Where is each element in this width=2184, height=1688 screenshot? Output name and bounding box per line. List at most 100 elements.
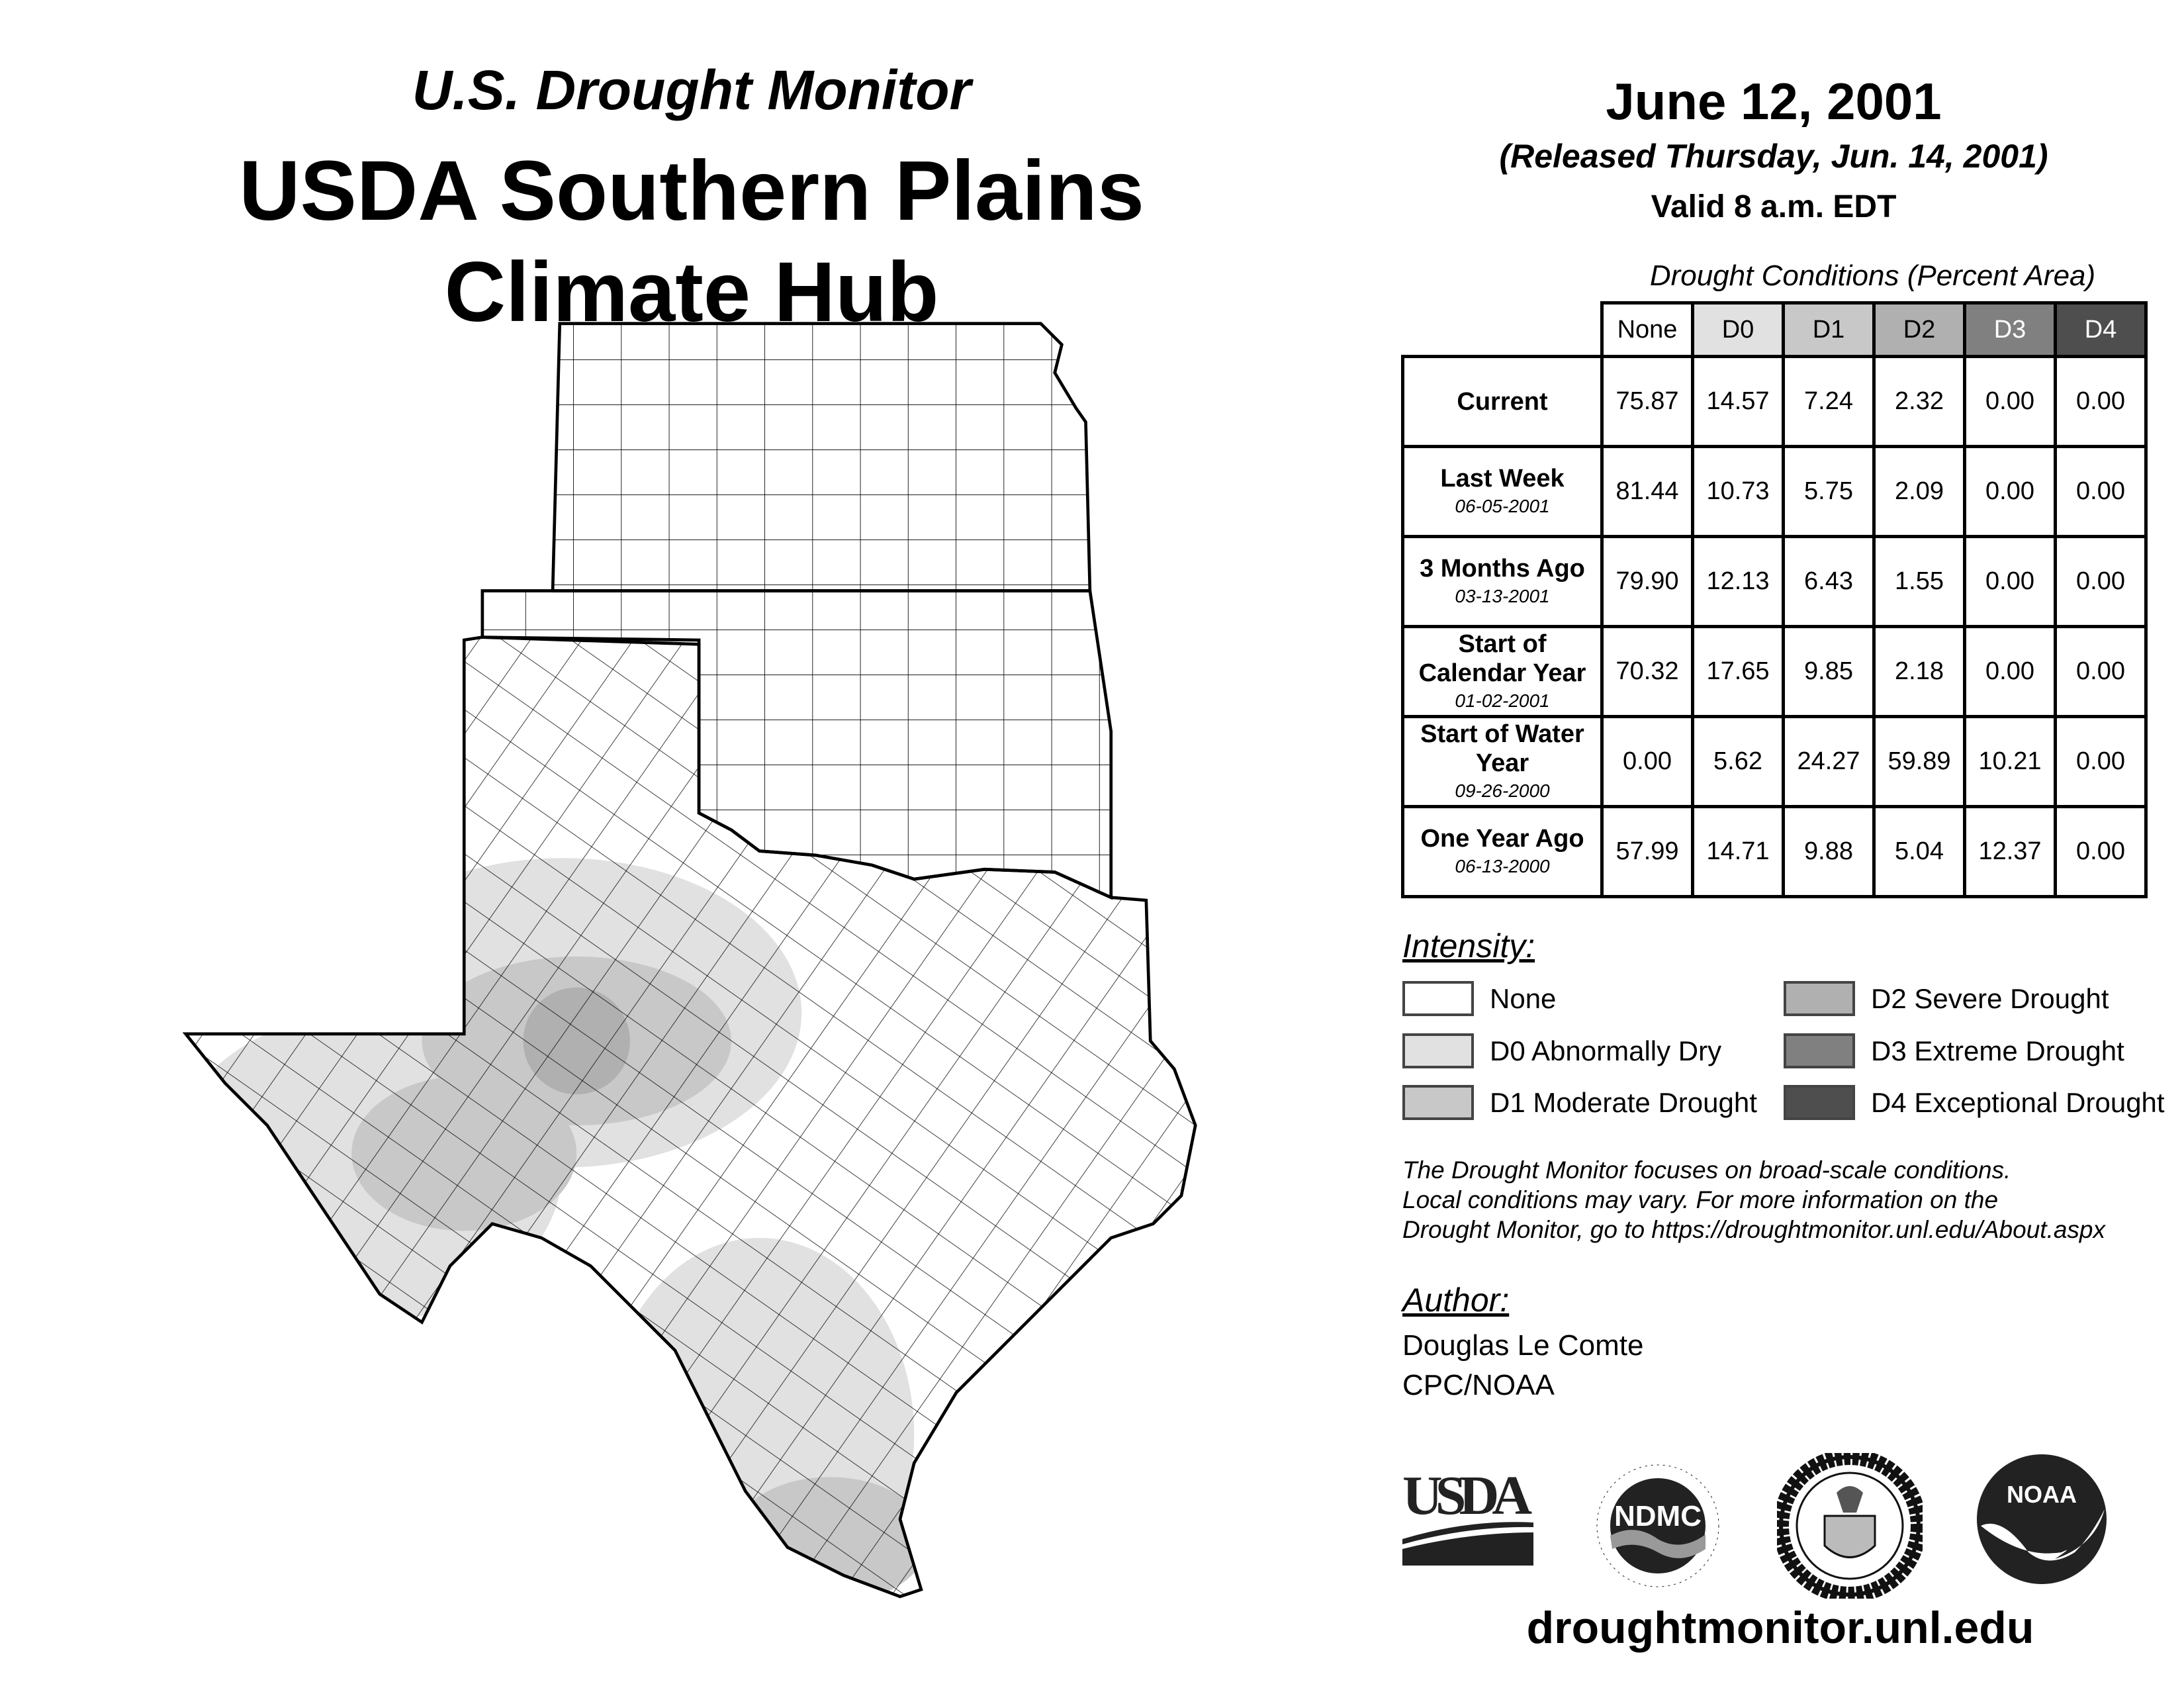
row-label-text: 3 Months Ago: [1420, 554, 1585, 583]
legend-swatch: [1784, 1085, 1855, 1120]
commerce-seal: [1777, 1453, 1923, 1599]
author-org: CPC/NOAA: [1402, 1369, 1555, 1401]
cell-d1: 5.75: [1782, 445, 1876, 538]
cell-d4: 0.00: [2054, 535, 2148, 628]
table-caption: Drought Conditions (Percent Area): [1649, 259, 2096, 292]
legend-label: D4 Exceptional Drought: [1871, 1086, 2165, 1118]
cell-none: 70.32: [1600, 625, 1694, 718]
row-label: Start of Calendar Year 01-02-2001: [1401, 625, 1604, 718]
svg-text:NDMC: NDMC: [1614, 1500, 1702, 1532]
usda-logo: USDA: [1402, 1466, 1533, 1566]
row-date: 06-13-2000: [1455, 855, 1550, 876]
cell-d0: 14.57: [1691, 355, 1785, 448]
cell-d1: 7.24: [1782, 355, 1876, 448]
svg-text:NOAA: NOAA: [2007, 1481, 2077, 1508]
cell-d0: 17.65: [1691, 625, 1785, 718]
row-date: 06-05-2001: [1455, 495, 1550, 516]
cell-none: 0.00: [1600, 715, 1694, 808]
cell-d4: 0.00: [2054, 715, 2148, 808]
legend-swatch: [1784, 981, 1855, 1016]
header-blank: [1402, 303, 1602, 358]
header-d1: D1: [1782, 301, 1876, 358]
row-label-text: Last Week: [1440, 464, 1565, 492]
row-date: 03-13-2001: [1455, 585, 1550, 606]
legend-title: Intensity:: [1402, 927, 1535, 964]
cell-d3: 0.00: [1963, 445, 2057, 538]
header-none: None: [1600, 301, 1694, 358]
row-label: Current: [1401, 355, 1604, 448]
cell-none: 81.44: [1600, 445, 1694, 538]
cell-d4: 0.00: [2054, 355, 2148, 448]
row-label: 3 Months Ago 03-13-2001: [1401, 535, 1604, 628]
cell-none: 57.99: [1600, 805, 1694, 898]
table-row: One Year Ago 06-13-2000 57.99 14.71 9.88 5.04…: [1401, 805, 2148, 898]
note-line: Local conditions may vary. For more info…: [1402, 1186, 1999, 1213]
cell-d1: 9.88: [1782, 805, 1876, 898]
author-name: Douglas Le Comte: [1402, 1329, 1644, 1362]
row-label-text: Start of Water Year: [1420, 720, 1584, 777]
cell-d1: 24.27: [1782, 715, 1876, 808]
valid-time: Valid 8 a.m. EDT: [1651, 189, 1897, 224]
header-d4: D4: [2054, 301, 2148, 358]
row-label-text: Start of Calendar Year: [1418, 630, 1586, 687]
cell-d2: 2.32: [1872, 355, 1966, 448]
legend-item: D3 Extreme Drought: [1784, 1033, 2124, 1068]
note-line: Drought Monitor, go to https://droughtmo…: [1402, 1216, 2105, 1243]
header-d2: D2: [1872, 301, 1966, 358]
cell-d3: 10.21: [1963, 715, 2057, 808]
table-row: Last Week 06-05-2001 81.44 10.73 5.75 2.09 0.0…: [1401, 445, 2148, 538]
svg-text:USDA: USDA: [1402, 1466, 1532, 1526]
cell-d1: 6.43: [1782, 535, 1876, 628]
cell-d2: 1.55: [1872, 535, 1966, 628]
table-row: Current 75.87 14.57 7.24 2.32 0.00 0.00: [1401, 355, 2148, 448]
cell-d0: 12.13: [1691, 535, 1785, 628]
noaa-logo: NOAA: [1977, 1454, 2107, 1584]
cell-d4: 0.00: [2054, 625, 2148, 718]
cell-d4: 0.00: [2054, 805, 2148, 898]
cell-d4: 0.00: [2054, 445, 2148, 538]
legend-label: D0 Abnormally Dry: [1490, 1035, 1722, 1066]
ndmc-logo: NDMC: [1596, 1464, 1719, 1587]
table-row: Start of Water Year 09-26-2000 0.00 5.62 24.…: [1401, 715, 2148, 808]
cell-d3: 0.00: [1963, 625, 2057, 718]
cell-d2: 5.04: [1872, 805, 1966, 898]
drought-conditions-table: None D0 D1 D2 D3 D4 Current 75.87 14.57 7.2…: [1401, 301, 2148, 898]
legend-swatch: [1402, 981, 1474, 1016]
cell-d0: 10.73: [1691, 445, 1785, 538]
legend-item: D0 Abnormally Dry: [1402, 1033, 1722, 1068]
table-row: 3 Months Ago 03-13-2001 79.90 12.13 6.43 1.55…: [1401, 535, 2148, 628]
cell-d2: 2.09: [1872, 445, 1966, 538]
header-d0: D0: [1691, 301, 1785, 358]
legend-swatch: [1402, 1085, 1474, 1120]
region-title: USDA Southern Plains: [239, 144, 1144, 238]
row-label: Start of Water Year 09-26-2000: [1401, 715, 1604, 808]
row-label: One Year Ago 06-13-2000: [1401, 805, 1604, 898]
row-date: 01-02-2001: [1455, 690, 1550, 711]
row-label-text: Current: [1457, 387, 1548, 416]
cell-d2: 2.18: [1872, 625, 1966, 718]
note-line: The Drought Monitor focuses on broad-sca…: [1402, 1156, 2011, 1184]
row-label: Last Week 06-05-2001: [1401, 445, 1604, 538]
cell-d3: 12.37: [1963, 805, 2057, 898]
map-date: June 12, 2001: [1606, 72, 1942, 130]
disclaimer-note: The Drought Monitor focuses on broad-sca…: [1402, 1155, 2163, 1244]
legend-item: None: [1402, 981, 1557, 1016]
author-title: Author:: [1402, 1282, 1510, 1319]
legend-swatch: [1402, 1033, 1474, 1068]
row-date: 09-26-2000: [1455, 780, 1550, 801]
monitor-title: U.S. Drought Monitor: [412, 59, 972, 121]
footer-url[interactable]: droughtmonitor.unl.edu: [1526, 1603, 2034, 1653]
cell-d3: 0.00: [1963, 535, 2057, 628]
header-d3: D3: [1963, 301, 2057, 358]
release-date: (Released Thursday, Jun. 14, 2001): [1499, 138, 2048, 175]
cell-d1: 9.85: [1782, 625, 1876, 718]
legend-label: None: [1490, 982, 1557, 1014]
legend-label: D3 Extreme Drought: [1871, 1035, 2124, 1066]
legend-label: D2 Severe Drought: [1871, 982, 2109, 1014]
legend-item: D1 Moderate Drought: [1402, 1085, 1757, 1120]
table-header-row: None D0 D1 D2 D3 D4: [1402, 301, 2148, 358]
cell-d2: 59.89: [1872, 715, 1966, 808]
cell-d3: 0.00: [1963, 355, 2057, 448]
cell-none: 75.87: [1600, 355, 1694, 448]
